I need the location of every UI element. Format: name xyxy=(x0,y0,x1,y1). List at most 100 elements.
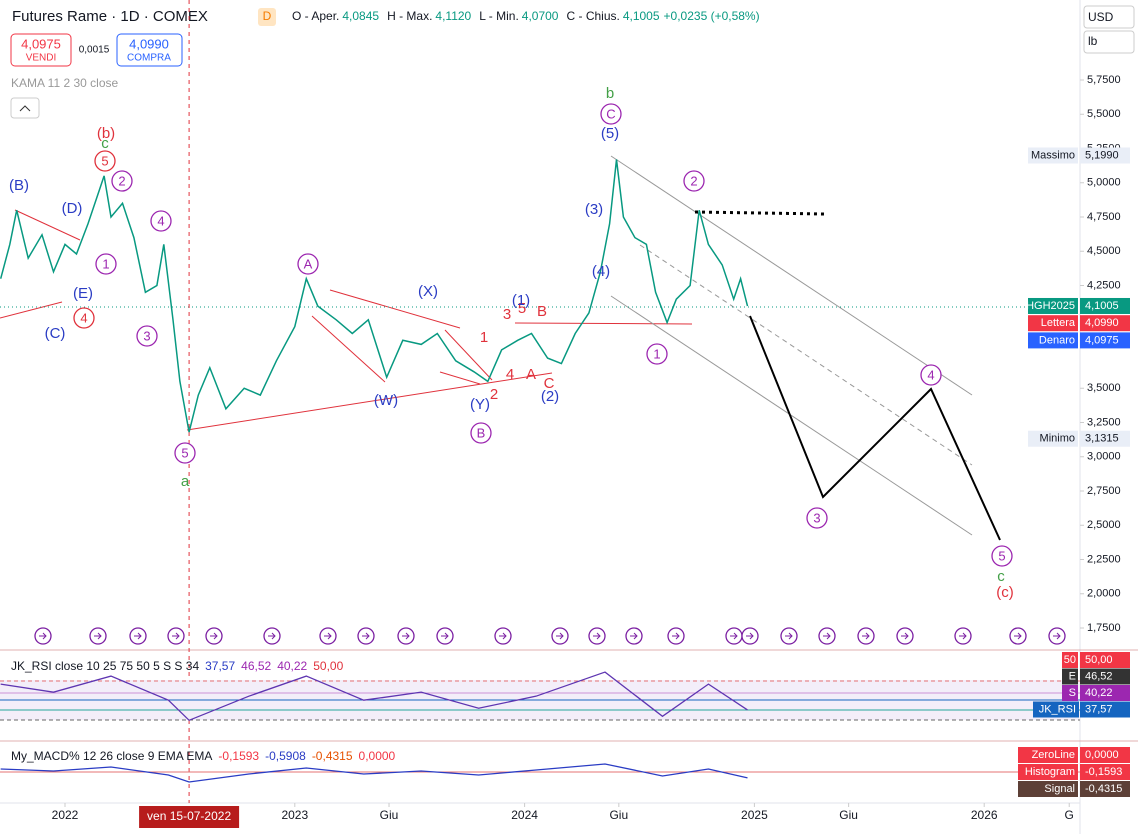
price-tag-value: 4,1005 xyxy=(1085,300,1119,312)
wave-label: (b) xyxy=(97,125,115,142)
macd-tag-name: ZeroLine xyxy=(1032,749,1075,761)
currency-select[interactable] xyxy=(1083,5,1135,29)
macd-title: My_MACD% 12 26 close 9 EMA EMA xyxy=(11,749,212,763)
channel-mid xyxy=(639,244,973,466)
wave-label: 1 xyxy=(480,329,488,346)
event-arrow xyxy=(746,632,754,640)
ohlc-label: C - Chius. xyxy=(566,9,619,23)
event-arrow xyxy=(630,632,638,640)
price-tag-name-box xyxy=(1028,147,1078,164)
price-tag-value: 4,0975 xyxy=(1085,334,1119,346)
wave-label: (3) xyxy=(585,201,603,218)
event-arrow xyxy=(441,632,449,640)
wave-label: (X) xyxy=(418,283,438,300)
event-arrow xyxy=(730,632,738,640)
x-tick-label: 2022 xyxy=(52,808,79,822)
rsi-readout: 40,22 xyxy=(277,659,307,673)
wave-circle xyxy=(297,253,319,275)
event-arrow xyxy=(210,632,218,640)
y-tick-label: 2,5000 xyxy=(1087,519,1121,531)
wave-circle xyxy=(136,325,158,347)
event-arrow xyxy=(672,632,680,640)
wave-label: a xyxy=(181,473,190,490)
macd-tag-value: 0,0000 xyxy=(1085,749,1119,761)
buy-button[interactable] xyxy=(116,33,183,67)
macd-tag-name: Histogram xyxy=(1025,766,1075,778)
rsi-title: JK_RSI close 10 25 75 50 5 S S 34 xyxy=(11,659,199,673)
macd-tag-name-box xyxy=(1018,747,1078,763)
ohlc-value: 4,1005 xyxy=(623,9,660,23)
wave-circle xyxy=(991,545,1013,567)
y-tick-label: 5,5000 xyxy=(1087,108,1121,120)
sell-label: VENDI xyxy=(26,53,57,64)
collapse-button[interactable] xyxy=(10,97,40,119)
event-arrow xyxy=(823,632,831,640)
x-tick-label: 2023 xyxy=(281,808,308,822)
rsi-readout: 37,57 xyxy=(205,659,235,673)
rsi-tag-value: 37,57 xyxy=(1085,703,1113,715)
price-tag-name-box xyxy=(1028,332,1078,349)
rsi-tag-box xyxy=(1080,668,1130,685)
ohlc-value: 4,0700 xyxy=(522,9,559,23)
price-line xyxy=(0,159,749,433)
x-tick-label: Giu xyxy=(380,808,399,822)
event-arrow xyxy=(39,632,47,640)
ohlc-value: 4,1120 xyxy=(435,9,471,23)
projection xyxy=(749,315,1001,541)
y-tick-label: 2,0000 xyxy=(1087,588,1121,600)
sell-button[interactable] xyxy=(10,33,72,67)
price-tag-box xyxy=(1080,430,1130,447)
trendline xyxy=(329,289,461,329)
event-arrow xyxy=(94,632,102,640)
event-arrow xyxy=(402,632,410,640)
ohlc-label: H - Max. xyxy=(387,9,432,23)
rsi-line xyxy=(0,671,748,722)
wave-circle xyxy=(111,170,133,192)
wave-circle xyxy=(174,442,196,464)
price-tag-box xyxy=(1080,315,1130,332)
rsi-tag-name: JK_RSI xyxy=(1039,703,1076,715)
rsi-tag-name-box xyxy=(1062,685,1078,701)
wave-label: 5 xyxy=(101,153,108,168)
event-arrow xyxy=(959,632,967,640)
wave-label: (4) xyxy=(592,263,610,280)
rsi-readout: 50,00 xyxy=(313,659,343,673)
price-tag-name: Minimo xyxy=(1040,433,1075,445)
wave-label: 5 xyxy=(181,445,188,460)
price-tag-name-box xyxy=(1028,297,1078,314)
y-tick-label: 2,7500 xyxy=(1087,485,1121,497)
price-tag-value: 3,1315 xyxy=(1085,433,1119,445)
rsi-tag-box xyxy=(1080,701,1130,718)
y-tick-label: 4,7500 xyxy=(1087,211,1121,223)
y-tick-label: 3,5000 xyxy=(1087,382,1121,394)
badge: D xyxy=(263,9,272,23)
currency: USD xyxy=(1088,10,1114,24)
wave-circle xyxy=(806,507,828,529)
y-tick-label: 3,0000 xyxy=(1087,451,1121,463)
price-tag-box xyxy=(1080,297,1130,314)
cursor-box xyxy=(139,806,240,828)
y-tick-label: 5,7500 xyxy=(1087,74,1121,86)
event-arrow xyxy=(901,632,909,640)
event-arrow xyxy=(556,632,564,640)
price-tag-box xyxy=(1080,147,1130,164)
rsi-tag-name-box xyxy=(1033,701,1079,718)
wave-label: (2) xyxy=(541,388,559,405)
wave-label: A xyxy=(304,256,313,271)
indicator: KAMA 11 2 30 close xyxy=(11,76,119,90)
wave-circle xyxy=(600,103,622,125)
wave-label: 1 xyxy=(102,256,109,271)
rsi-tag-name: E xyxy=(1069,670,1076,682)
wave-label: (E) xyxy=(73,285,93,302)
rsi-readout: 46,52 xyxy=(241,659,271,673)
wave-label: 4 xyxy=(157,213,164,228)
sell-price: 4,0975 xyxy=(21,36,61,51)
wave-label: A xyxy=(526,366,536,383)
price-tag-name: Massimo xyxy=(1031,149,1075,161)
y-tick-label: 1,7500 xyxy=(1087,622,1121,634)
price-tag-value: 4,0990 xyxy=(1085,317,1119,329)
y-tick-label: 3,2500 xyxy=(1087,416,1121,428)
unit-select[interactable] xyxy=(1083,30,1135,54)
wave-label: 2 xyxy=(118,173,125,188)
wave-label: (Y) xyxy=(470,396,490,413)
